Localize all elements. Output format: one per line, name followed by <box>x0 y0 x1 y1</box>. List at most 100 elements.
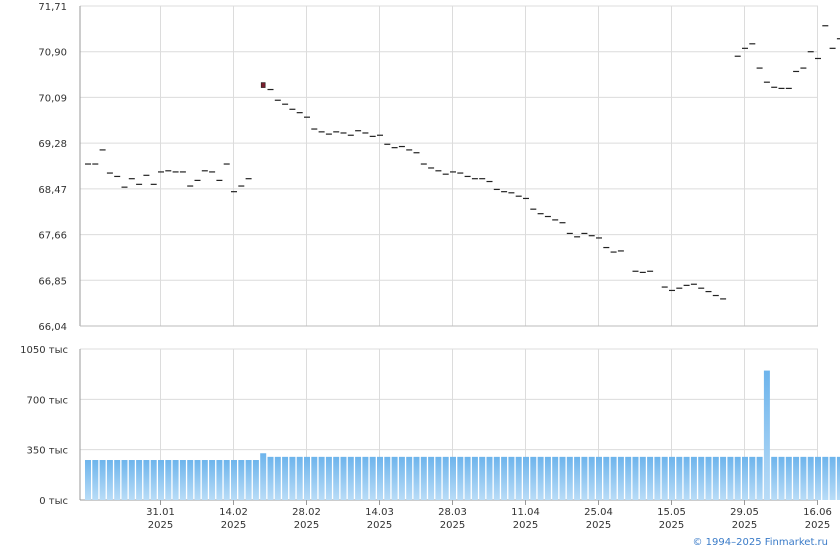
copyright-text[interactable]: © 1994–2025 Finmarket.ru <box>692 537 828 548</box>
volume-bar <box>435 456 442 500</box>
volume-bar <box>588 456 595 500</box>
x-tick-label-date: 14.02 <box>219 507 248 518</box>
volume-bar <box>822 456 829 500</box>
x-tick-label-date: 11.04 <box>511 507 540 518</box>
volume-bar <box>727 456 734 500</box>
volume-bar <box>209 460 216 500</box>
volume-bar <box>223 460 230 500</box>
volume-panel: 1050 тыс 700 тыс 350 тыс 0 тыс <box>20 345 840 507</box>
volume-tick-label: 350 тыс <box>27 446 68 457</box>
volume-bar <box>377 456 383 500</box>
volume-bar <box>559 456 566 500</box>
volume-bar <box>311 456 318 500</box>
volume-bar <box>289 456 296 500</box>
x-tick-label-year: 2025 <box>148 520 173 531</box>
volume-bar <box>296 456 303 500</box>
volume-bar <box>800 456 807 500</box>
price-tick-label: 66,04 <box>38 322 67 333</box>
volume-bar <box>245 460 252 500</box>
volume-bar <box>829 456 836 500</box>
volume-bar <box>106 460 113 500</box>
volume-bar <box>552 456 559 500</box>
x-tick-label-year: 2025 <box>659 520 684 531</box>
volume-bar <box>143 460 150 500</box>
volume-bar <box>479 456 486 500</box>
volume-bar <box>85 460 91 500</box>
volume-bar <box>121 460 128 500</box>
volume-bar <box>544 456 551 500</box>
volume-bar <box>267 456 274 500</box>
volume-bar <box>537 456 544 500</box>
volume-bar <box>274 456 281 500</box>
x-tick-label-year: 2025 <box>513 520 538 531</box>
volume-bar <box>136 460 143 500</box>
volume-bar <box>661 456 668 500</box>
volume-bar <box>355 456 362 500</box>
volume-bar <box>450 456 456 500</box>
volume-bar <box>128 460 135 500</box>
volume-bar <box>216 460 223 500</box>
x-tick-label-date: 29.05 <box>730 507 759 518</box>
volume-bar <box>420 456 427 500</box>
price-tick-label: 66,85 <box>38 276 67 287</box>
volume-bar <box>676 456 683 500</box>
volume-bar <box>501 456 508 500</box>
volume-bar <box>347 456 354 500</box>
price-tick-label: 70,09 <box>38 93 67 104</box>
volume-bar <box>398 456 405 500</box>
volume-bar <box>566 456 573 500</box>
volume-bar <box>581 456 588 500</box>
volume-bar <box>428 456 435 500</box>
x-tick-label-date: 14.03 <box>365 507 394 518</box>
x-tick-label-date: 28.02 <box>292 507 321 518</box>
volume-bar <box>391 456 398 500</box>
volume-bar <box>165 460 172 500</box>
x-tick-label-year: 2025 <box>294 520 319 531</box>
volume-bar <box>325 456 332 500</box>
volume-bar <box>712 456 719 500</box>
volume-bar <box>625 456 632 500</box>
x-tick-label-year: 2025 <box>440 520 465 531</box>
volume-bar <box>318 456 325 500</box>
volume-bar <box>179 460 186 500</box>
volume-bar <box>413 456 420 500</box>
price-tick-label: 68,47 <box>38 185 67 196</box>
volume-bar <box>683 456 690 500</box>
volume-bar <box>231 460 237 500</box>
volume-bar <box>158 460 164 500</box>
volume-bar <box>654 456 661 500</box>
volume-bar <box>756 456 763 500</box>
volume-bar <box>778 456 785 500</box>
x-tick-label-date: 15.05 <box>657 507 686 518</box>
volume-bar <box>617 456 624 500</box>
volume-bar <box>669 456 675 500</box>
price-panel: 71,71 70,90 70,09 69,28 68,47 67,66 66,85 66,04 <box>38 2 840 333</box>
volume-bar <box>150 460 157 500</box>
price-tick-label: 69,28 <box>38 139 67 150</box>
volume-bar <box>749 456 756 500</box>
volume-bar <box>596 456 602 500</box>
volume-bar <box>384 456 391 500</box>
volume-bar <box>333 456 340 500</box>
volume-bar <box>172 460 179 500</box>
volume-bar <box>698 456 705 500</box>
volume-bar <box>523 456 529 500</box>
x-tick-label-date: 31.01 <box>146 507 175 518</box>
volume-bar <box>114 460 121 500</box>
volume-bar <box>603 456 610 500</box>
volume-bar <box>632 456 639 500</box>
volume-bar <box>238 460 245 500</box>
volume-bar <box>836 456 840 500</box>
volume-bar <box>785 456 792 500</box>
volume-bar <box>92 460 99 500</box>
volume-bar <box>252 460 259 500</box>
volume-bar <box>471 456 478 500</box>
x-tick-label-date: 25.04 <box>584 507 613 518</box>
volume-bar <box>282 456 289 500</box>
x-tick-label-year: 2025 <box>805 520 830 531</box>
volume-bar <box>406 456 413 500</box>
volume-bar <box>99 460 106 500</box>
volume-bar <box>515 456 522 500</box>
volume-bar <box>194 460 201 500</box>
volume-bar <box>486 456 493 500</box>
